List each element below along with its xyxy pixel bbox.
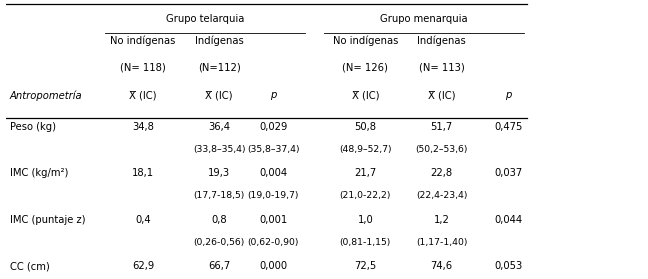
Text: 66,7: 66,7: [208, 261, 230, 271]
Text: 72,5: 72,5: [354, 261, 376, 271]
Text: 21,7: 21,7: [354, 168, 376, 178]
Text: No indígenas: No indígenas: [110, 36, 176, 46]
Text: 51,7: 51,7: [430, 122, 452, 132]
Text: IMC (kg/m²): IMC (kg/m²): [10, 168, 68, 178]
Text: p: p: [270, 90, 277, 100]
Text: 74,6: 74,6: [430, 261, 452, 271]
Text: 1,2: 1,2: [434, 215, 450, 225]
Text: (17,7-18,5): (17,7-18,5): [194, 191, 245, 200]
Text: X̅ (IC): X̅ (IC): [205, 90, 233, 100]
Text: (1,17-1,40): (1,17-1,40): [416, 238, 467, 247]
Text: 0,001: 0,001: [259, 215, 287, 225]
Text: Indígenas: Indígenas: [417, 36, 466, 46]
Text: 34,8: 34,8: [132, 122, 154, 132]
Text: CC (cm): CC (cm): [10, 261, 49, 271]
Text: (N= 118): (N= 118): [120, 63, 166, 73]
Text: (48,9–52,7): (48,9–52,7): [339, 145, 391, 154]
Text: 22,8: 22,8: [430, 168, 452, 178]
Text: (N= 113): (N= 113): [419, 63, 465, 73]
Text: p: p: [505, 90, 511, 100]
Text: Grupo menarquia: Grupo menarquia: [380, 14, 468, 24]
Text: 0,037: 0,037: [494, 168, 522, 178]
Text: X̅ (IC): X̅ (IC): [351, 90, 379, 100]
Text: 0,000: 0,000: [259, 261, 287, 271]
Text: 36,4: 36,4: [208, 122, 230, 132]
Text: (21,0-22,2): (21,0-22,2): [340, 191, 391, 200]
Text: 0,044: 0,044: [494, 215, 522, 225]
Text: (N=112): (N=112): [198, 63, 240, 73]
Text: 0,029: 0,029: [259, 122, 287, 132]
Text: 50,8: 50,8: [354, 122, 376, 132]
Text: X̅ (IC): X̅ (IC): [428, 90, 456, 100]
Text: 0,004: 0,004: [259, 168, 287, 178]
Text: No indígenas: No indígenas: [332, 36, 398, 46]
Text: (N= 126): (N= 126): [342, 63, 388, 73]
Text: Peso (kg): Peso (kg): [10, 122, 56, 132]
Text: Antropometría: Antropometría: [10, 90, 82, 101]
Text: 62,9: 62,9: [132, 261, 154, 271]
Text: X̅ (IC): X̅ (IC): [129, 90, 157, 100]
Text: Indígenas: Indígenas: [195, 36, 244, 46]
Text: (22,4-23,4): (22,4-23,4): [416, 191, 467, 200]
Text: (0,62-0,90): (0,62-0,90): [248, 238, 299, 247]
Text: 19,3: 19,3: [208, 168, 230, 178]
Text: 0,8: 0,8: [211, 215, 227, 225]
Text: 1,0: 1,0: [358, 215, 373, 225]
Text: (50,2–53,6): (50,2–53,6): [415, 145, 468, 154]
Text: 0,053: 0,053: [494, 261, 522, 271]
Text: (19,0-19,7): (19,0-19,7): [248, 191, 299, 200]
Text: 0,4: 0,4: [135, 215, 151, 225]
Text: IMC (puntaje z): IMC (puntaje z): [10, 215, 85, 225]
Text: (0,26-0,56): (0,26-0,56): [194, 238, 245, 247]
Text: Grupo telarquia: Grupo telarquia: [166, 14, 244, 24]
Text: 0,475: 0,475: [494, 122, 522, 132]
Text: (0,81-1,15): (0,81-1,15): [340, 238, 391, 247]
Text: (35,8–37,4): (35,8–37,4): [247, 145, 299, 154]
Text: 18,1: 18,1: [132, 168, 154, 178]
Text: (33,8–35,4): (33,8–35,4): [193, 145, 246, 154]
